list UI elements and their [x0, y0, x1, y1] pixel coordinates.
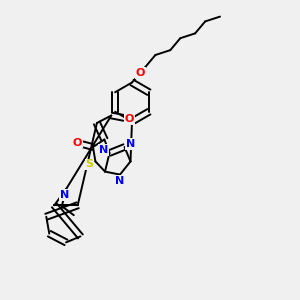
Text: N: N: [116, 176, 124, 186]
Text: S: S: [85, 159, 93, 170]
Text: N: N: [126, 139, 135, 149]
Text: N: N: [99, 145, 108, 155]
Text: O: O: [136, 68, 145, 78]
Text: O: O: [124, 114, 134, 124]
Text: O: O: [72, 137, 82, 148]
Text: N: N: [60, 190, 69, 200]
